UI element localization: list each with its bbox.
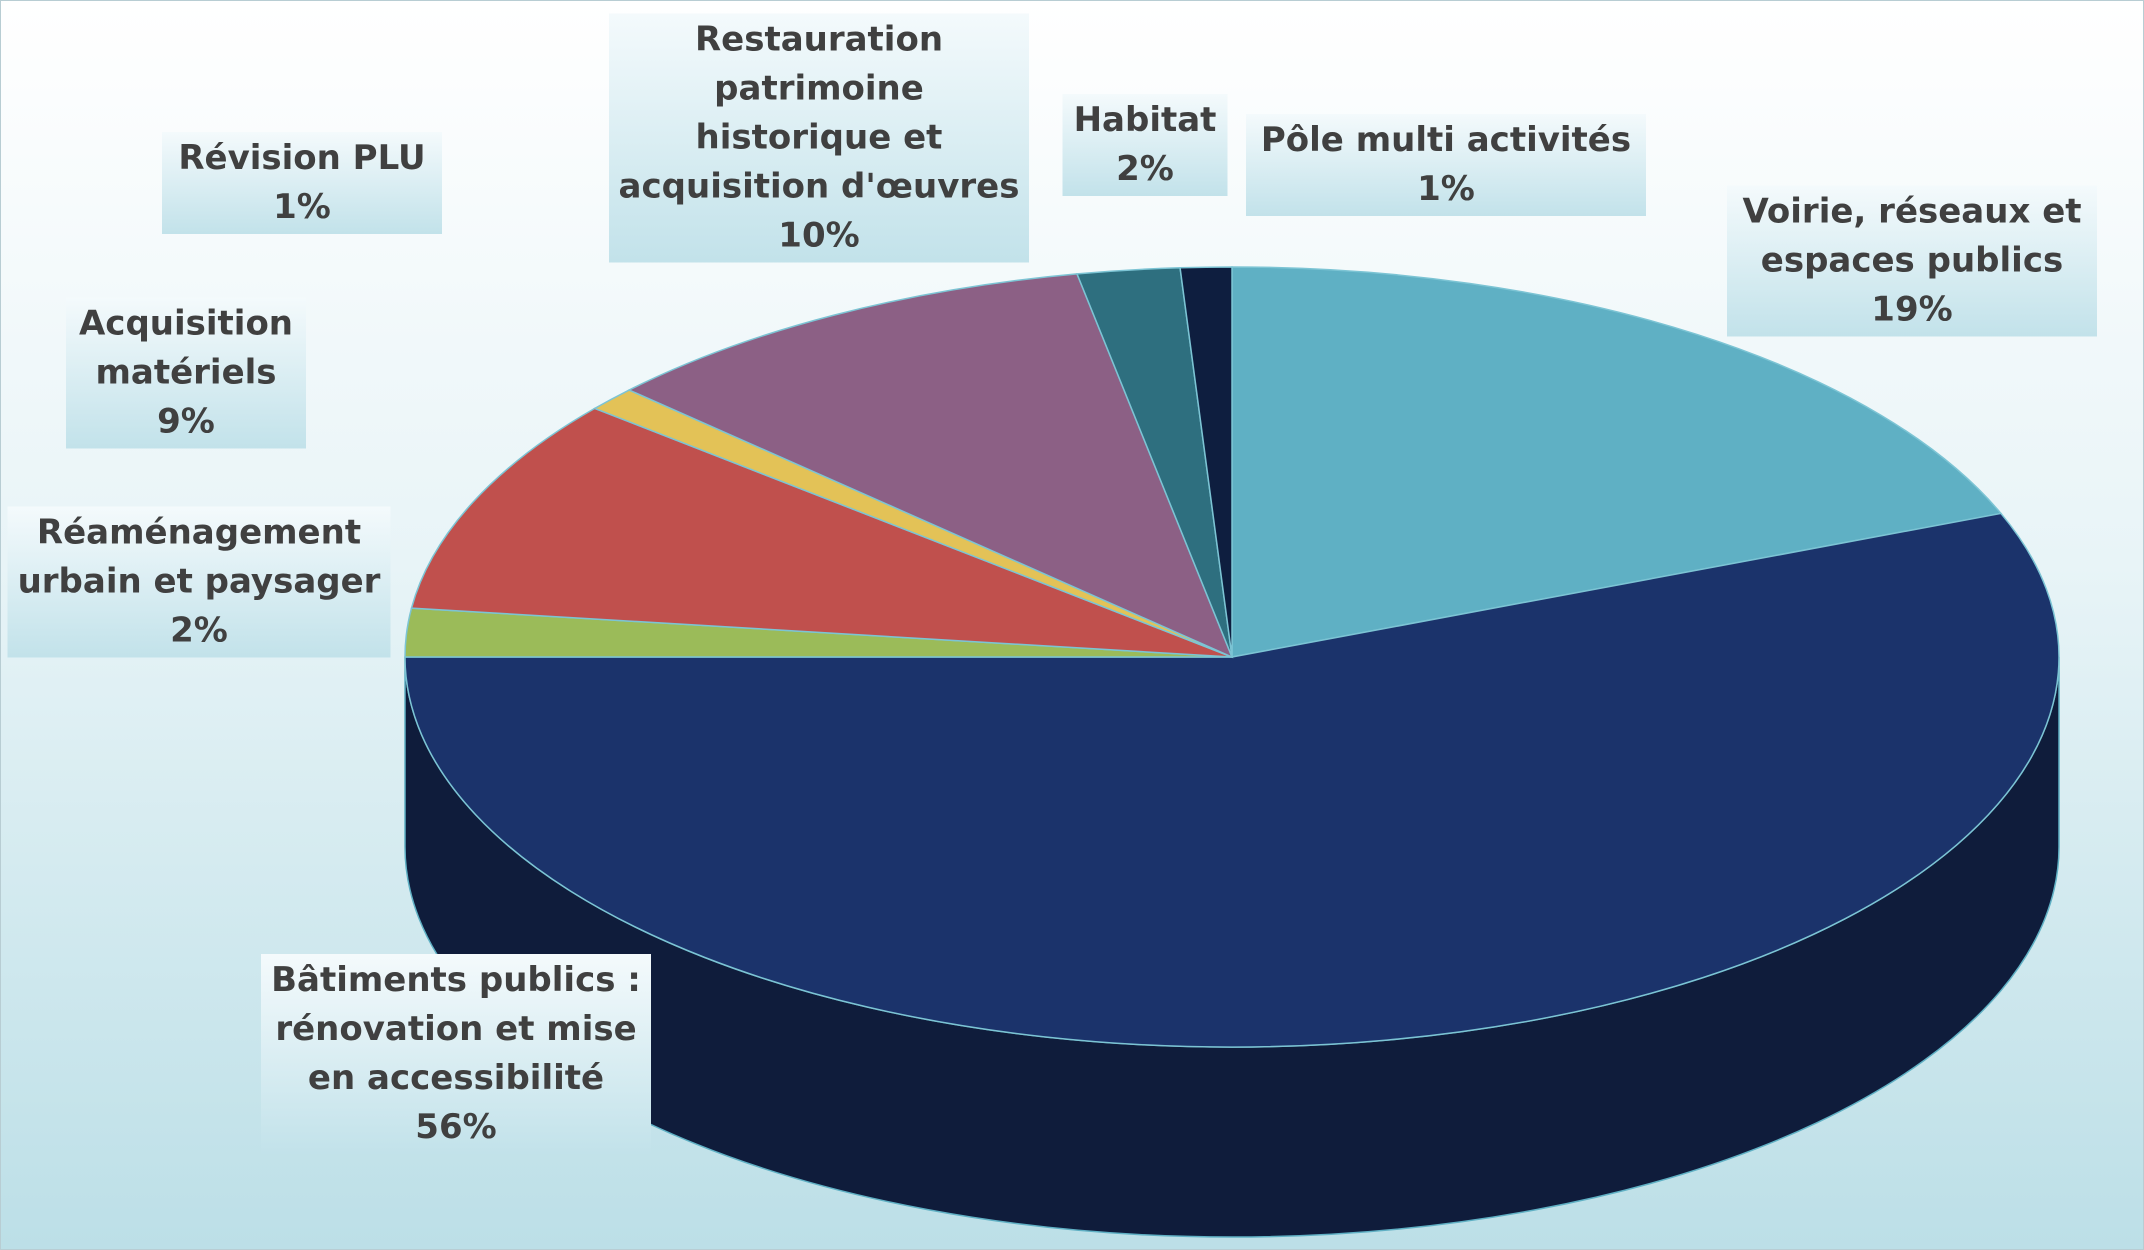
label-name: Réaménagement urbain et paysager	[17, 512, 381, 602]
data-label: Voirie, réseaux et espaces publics 19%	[1727, 185, 2097, 337]
data-label: Pôle multi activités 1%	[1246, 114, 1646, 216]
data-label: Restauration patrimoine historique et ac…	[609, 13, 1029, 263]
label-value: 9%	[157, 401, 215, 442]
label-name: Voirie, réseaux et espaces publics	[1742, 191, 2082, 281]
label-name: Restauration patrimoine historique et ac…	[618, 19, 1020, 207]
data-label: Habitat 2%	[1062, 94, 1228, 196]
slice	[410, 407, 1233, 658]
label-value: 19%	[1871, 289, 1953, 330]
slice	[627, 273, 1234, 659]
slice	[1231, 266, 2003, 658]
label-value: 1%	[273, 187, 331, 227]
data-label: Réaménagement urbain et paysager 2%	[7, 506, 391, 658]
label-value: 10%	[778, 215, 860, 256]
slice	[404, 512, 2060, 1048]
data-label: Acquisition matériels 9%	[66, 297, 306, 449]
label-value: 1%	[1417, 169, 1475, 209]
label-value: 56%	[415, 1107, 497, 1147]
data-label: Bâtiments publics : rénovation et mise e…	[261, 954, 651, 1154]
label-name: Révision PLU	[178, 138, 426, 178]
label-name: Acquisition matériels	[78, 303, 294, 393]
label-name: Habitat	[1073, 100, 1217, 140]
label-value: 2%	[1116, 149, 1174, 189]
slice	[1179, 266, 1233, 658]
data-label: Révision PLU 1%	[162, 132, 442, 234]
label-name: Pôle multi activités	[1260, 120, 1632, 160]
label-value: 2%	[170, 610, 228, 651]
label-name: Bâtiments publics : rénovation et mise e…	[271, 960, 641, 1098]
